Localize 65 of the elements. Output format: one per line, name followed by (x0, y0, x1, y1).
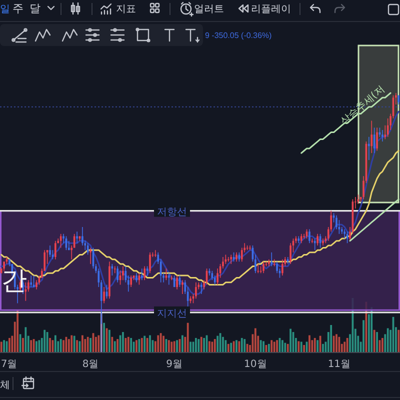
x-tick-label: 8월 (82, 359, 99, 370)
ref-line-label: 저항선 (157, 206, 187, 218)
candlestick (30, 275, 32, 288)
candlestick (368, 136, 370, 160)
candlestick (176, 275, 178, 290)
candlestick (230, 254, 232, 264)
candlestick (154, 250, 156, 258)
candlestick (208, 268, 210, 276)
candlestick (195, 282, 197, 299)
candlestick (336, 215, 338, 230)
text: 지표 (116, 4, 136, 15)
candlestick (82, 226, 84, 246)
candlestick (200, 282, 202, 294)
candlestick (322, 238, 324, 246)
candlestick (54, 240, 56, 260)
candlestick (44, 250, 46, 272)
text: 리플레이 (251, 4, 291, 15)
text: 얼러트 (194, 4, 224, 15)
candlestick (90, 247, 92, 264)
text: 주 (12, 2, 24, 15)
candlestick (36, 280, 38, 290)
candlestick (262, 261, 264, 274)
candlestick (314, 238, 316, 250)
candlestick (136, 272, 138, 283)
text: 체 (0, 380, 10, 391)
x-tick-label: 7월 (0, 359, 18, 370)
candlestick (376, 127, 378, 152)
candlestick (308, 228, 310, 244)
candlestick (386, 118, 389, 138)
candlestick (316, 234, 318, 246)
candlestick (144, 266, 146, 281)
candlestick (344, 228, 346, 239)
candlestick (114, 266, 116, 274)
text: 9 -350.05 (-0.36%) (205, 31, 272, 40)
candlestick (140, 268, 143, 281)
candlestick (276, 261, 278, 274)
candlestick (382, 130, 384, 142)
candlestick (211, 270, 214, 281)
candlestick (303, 234, 305, 239)
text: 일 (0, 4, 10, 15)
candlestick (214, 275, 216, 286)
candlestick (49, 245, 51, 258)
candlestick (270, 252, 273, 267)
candlestick (300, 234, 302, 244)
candlestick (76, 231, 78, 244)
candlestick (149, 252, 151, 274)
candlestick (130, 275, 132, 288)
candlestick (168, 272, 170, 286)
candlestick (86, 242, 89, 256)
candlestick (236, 252, 238, 262)
x-tick-label: 11월 (328, 359, 351, 370)
candlestick (290, 242, 292, 264)
candlestick (282, 258, 284, 276)
candlestick (216, 268, 218, 286)
candlestick (357, 194, 360, 204)
text: 달 (30, 2, 40, 15)
candlestick (182, 280, 184, 294)
candlestick (111, 264, 114, 276)
candlestick (103, 286, 105, 304)
candlestick (240, 247, 243, 262)
x-tick-label: 10월 (244, 359, 267, 370)
candlestick (116, 266, 118, 283)
ref-line-label: 지지선 (157, 308, 187, 320)
x-tick-label: 9월 (166, 359, 183, 370)
candlestick (122, 266, 124, 281)
